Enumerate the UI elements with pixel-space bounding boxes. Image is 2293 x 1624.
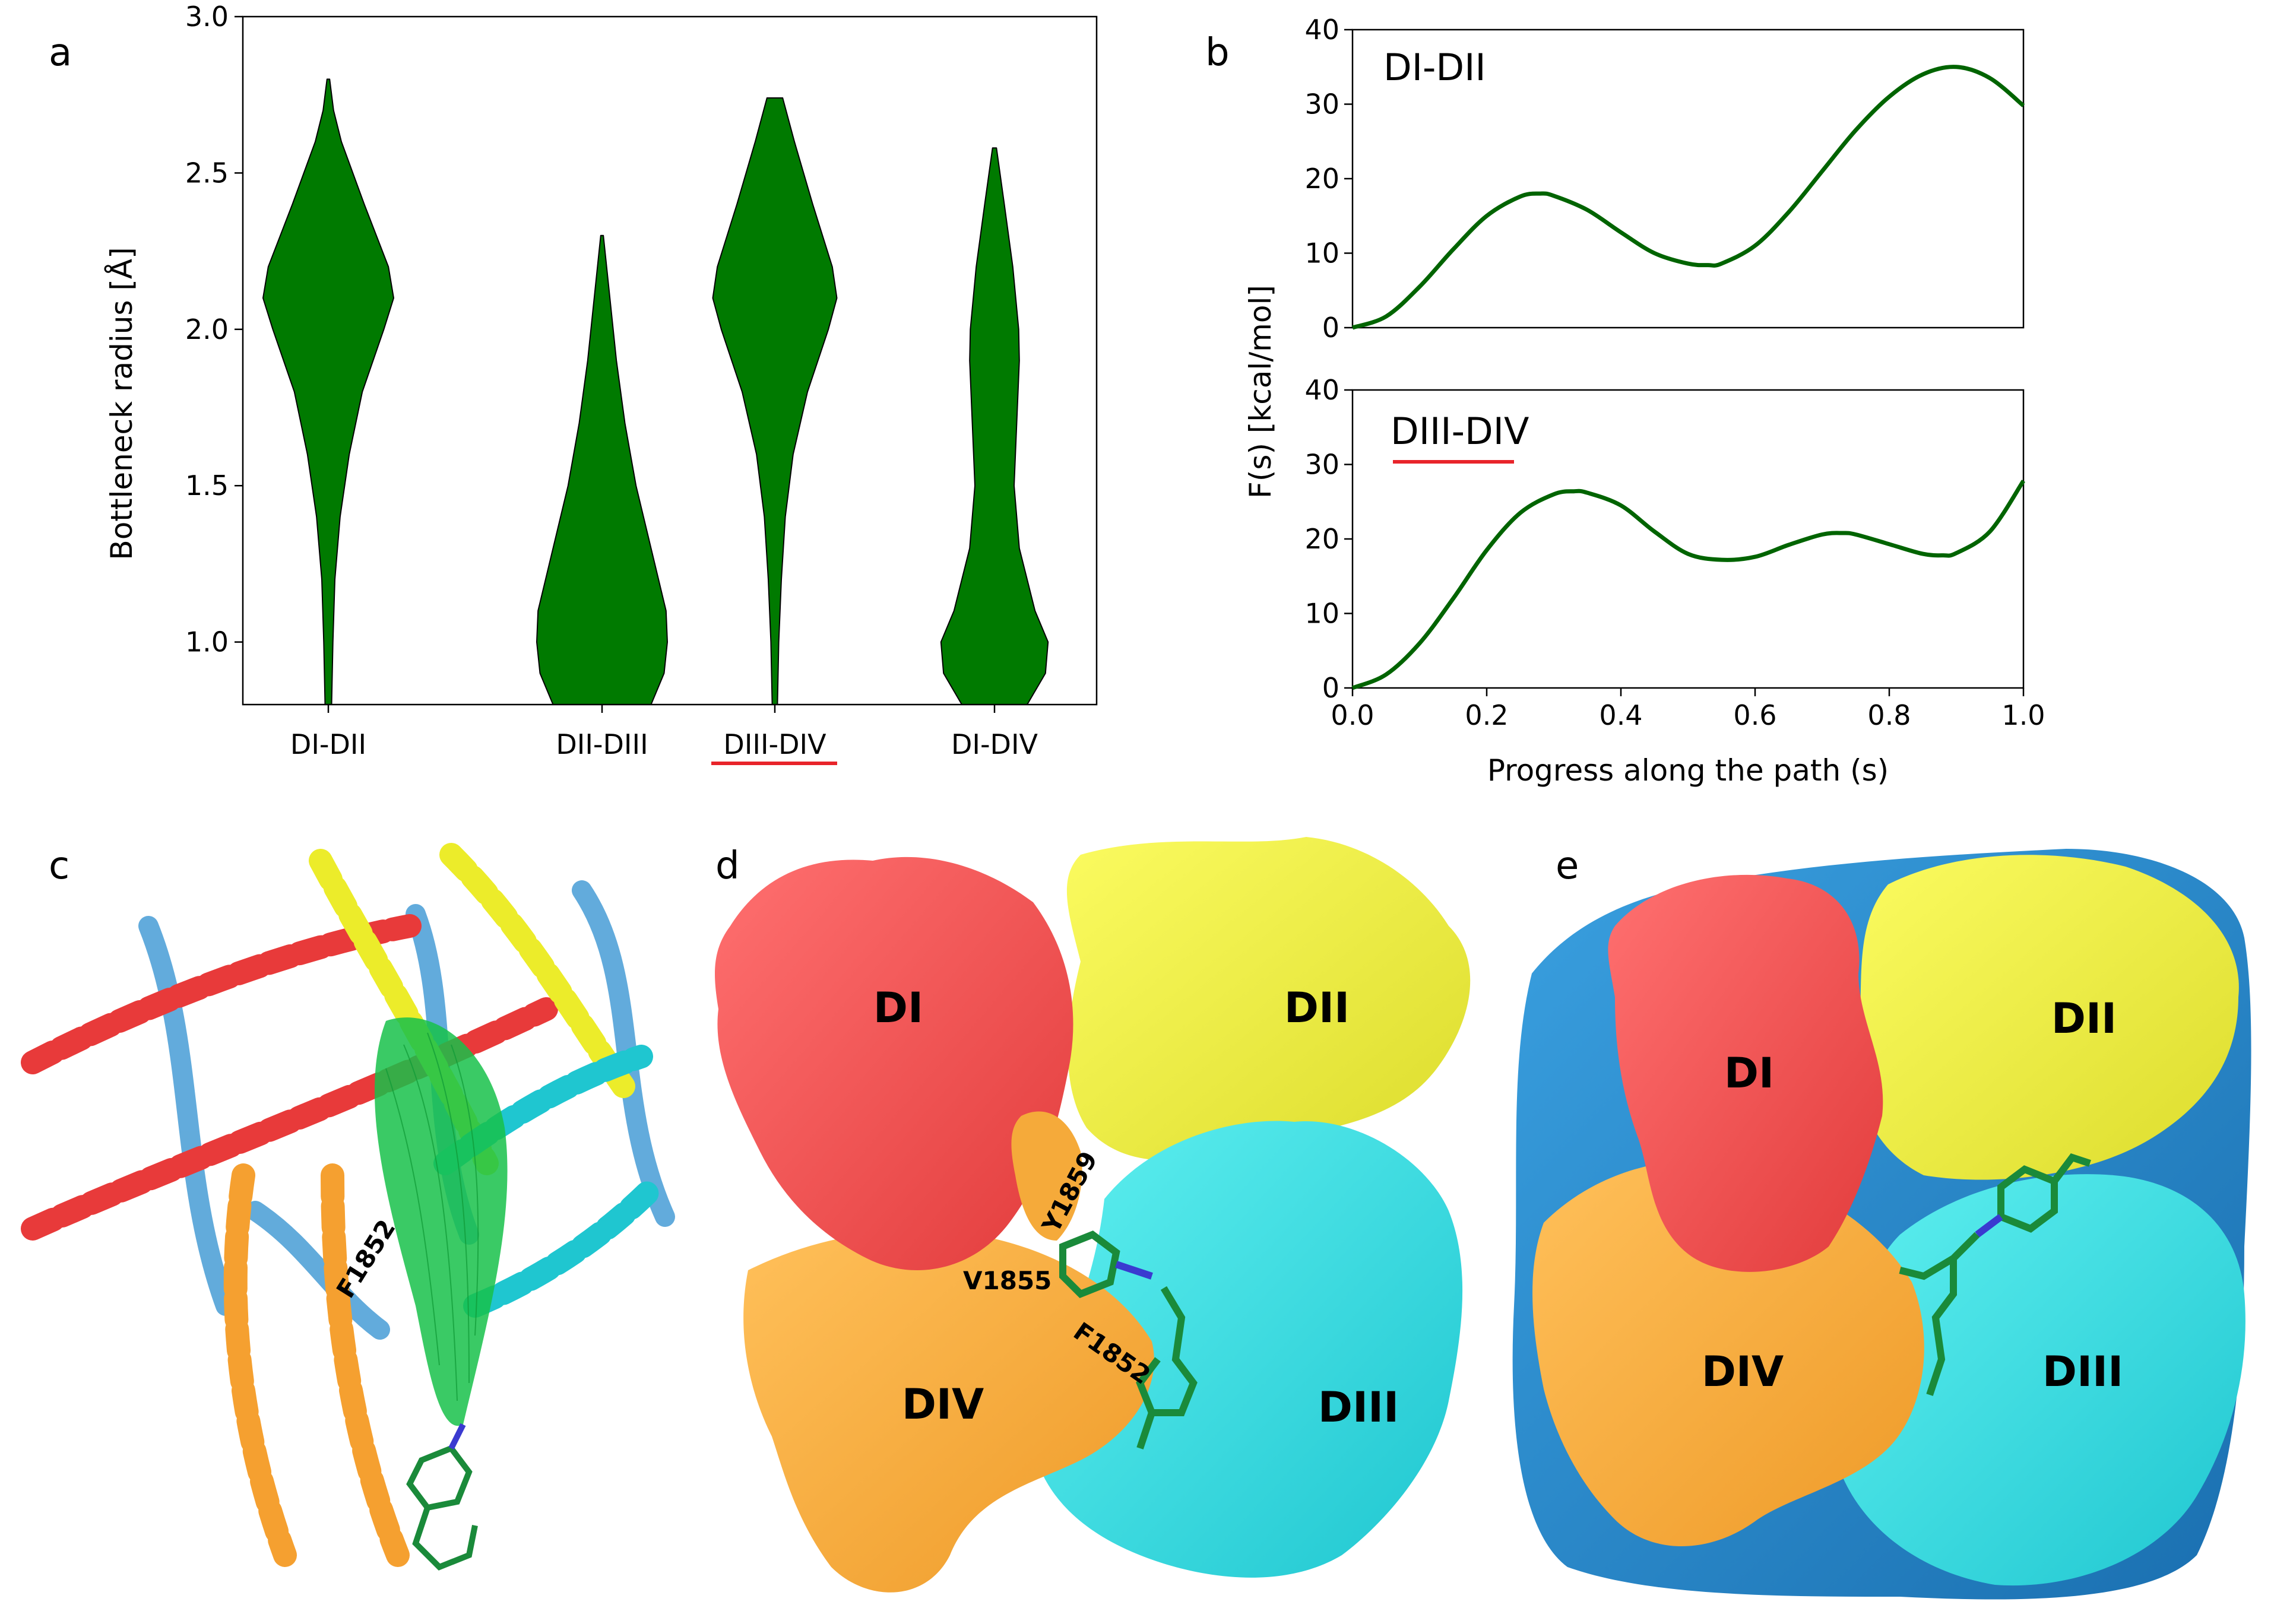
panel-b-ytick-label: 40 xyxy=(1304,14,1339,46)
domain-div-surface xyxy=(743,1230,1154,1593)
panel-a-yticks: 1.0 1.5 2.0 2.5 3.0 xyxy=(185,1,243,658)
domain-diii-surface-e xyxy=(1833,1174,2246,1586)
pathway-bundle xyxy=(374,1017,508,1426)
panel-b-top-curve xyxy=(1351,65,2025,330)
panel-b-top-yticks: 0 10 20 30 40 xyxy=(1304,14,1353,344)
panel-a-xtick-label: DIII-DIV xyxy=(723,728,826,760)
orange-helices xyxy=(223,1163,410,1567)
violin-DII-DIII xyxy=(536,234,668,705)
panel-b-xtick-label: 0.6 xyxy=(1733,699,1776,731)
panel-b-bottom-series-label: DIII-DIV xyxy=(1391,410,1529,453)
panel-label-b: b xyxy=(1205,31,1230,75)
panel-b-top-series-label: DI-DII xyxy=(1383,46,1486,89)
panel-a: a Bottleneck radius [Å] 1.01.52.02.53.0 … xyxy=(49,1,1098,765)
panel-a-xtick-label: DII-DIII xyxy=(556,728,648,760)
panel-c: c xyxy=(21,843,675,1571)
panel-b-ytick-label: 0 xyxy=(1322,672,1339,704)
panel-b-ytick-label: 30 xyxy=(1304,449,1339,481)
domain-label-d-diii: DIII xyxy=(1318,1383,1399,1432)
panel-b-xtick-label: 1.0 xyxy=(2001,699,2045,731)
panel-b-xticks: 0.0 0.2 0.4 0.6 0.8 1.0 xyxy=(1331,688,2045,731)
domain-label-e-di: DI xyxy=(1724,1049,1774,1098)
panel-b-ytick-label: 10 xyxy=(1304,598,1339,630)
panel-b-xtick-label: 0.4 xyxy=(1599,699,1642,731)
panel-b: b F(s) [kcal/mol] 0 10 20 30 40 0 10 20 30 40 0.… xyxy=(1205,14,2045,788)
violin-DI-DII xyxy=(262,78,394,705)
panel-b-bottom-curve xyxy=(1351,480,2025,690)
domain-di-surface-e xyxy=(1608,874,1883,1272)
panel-label-e: e xyxy=(1556,844,1579,888)
panel-label-d: d xyxy=(715,844,740,888)
panel-a-xticks: DI-DII DII-DIII DIII-DIV DI-DIV xyxy=(290,705,1038,760)
panel-a-xtick-label: DI-DIV xyxy=(951,728,1038,760)
domain-label-e-diii: DIII xyxy=(2042,1347,2123,1396)
ligand-c xyxy=(406,1423,478,1571)
violin-DIII-DIV xyxy=(712,97,838,705)
panel-b-bottom-yticks: 0 10 20 30 40 xyxy=(1304,374,1353,704)
panel-label-c: c xyxy=(49,844,69,888)
ligand-d xyxy=(1059,1230,1198,1449)
panel-b-ytick-label: 40 xyxy=(1304,374,1339,406)
panel-b-ytick-label: 20 xyxy=(1304,523,1339,555)
panel-a-ytick-label: 2.0 xyxy=(185,313,229,345)
panel-b-ytick-label: 0 xyxy=(1322,312,1339,344)
domain-label-d-di: DI xyxy=(873,984,923,1032)
domain-label-d-div: DIV xyxy=(902,1380,984,1429)
panel-label-a: a xyxy=(49,31,72,75)
panel-e: e DI DII DIII DIV xyxy=(1512,844,2251,1600)
ligand-e xyxy=(1899,1153,2091,1396)
domain-label-e-div: DIV xyxy=(1702,1347,1784,1396)
panel-b-xtick-label: 0.2 xyxy=(1465,699,1508,731)
panel-d: d DI DII DIII DIV Y1859 V1855 F1852 xyxy=(715,837,1471,1593)
domain-label-d-dii: DII xyxy=(1284,984,1350,1032)
panel-b-ytick-label: 30 xyxy=(1304,88,1339,120)
panel-a-violins xyxy=(262,78,1049,705)
panel-a-frame xyxy=(242,15,1098,706)
domain-label-e-dii: DII xyxy=(2051,994,2117,1043)
panel-a-ytick-label: 2.5 xyxy=(185,157,229,189)
panel-a-ytick-label: 3.0 xyxy=(185,1,229,33)
residue-label-v1855: V1855 xyxy=(963,1266,1052,1295)
violin-DI-DIV xyxy=(940,147,1049,705)
panel-b-xtick-label: 0.8 xyxy=(1867,699,1911,731)
domain-diii-surface xyxy=(1033,1121,1463,1578)
panel-b-xlabel: Progress along the path (s) xyxy=(1487,753,1889,788)
panel-b-ytick-label: 10 xyxy=(1304,237,1339,269)
panel-a-ytick-label: 1.0 xyxy=(185,626,229,658)
panel-a-ytick-label: 1.5 xyxy=(185,470,229,502)
domain-dii-surface-e xyxy=(1857,855,2239,1180)
panel-a-xtick-label: DI-DII xyxy=(290,728,366,760)
domain-div-surface-e xyxy=(1532,1160,1924,1546)
domain-dii-surface xyxy=(1066,837,1471,1160)
panel-a-ylabel: Bottleneck radius [Å] xyxy=(104,247,139,560)
domain-di-surface xyxy=(715,857,1073,1270)
panel-b-ylabel: F(s) [kcal/mol] xyxy=(1243,285,1278,499)
orange-tongue-d xyxy=(1011,1111,1082,1241)
panel-b-ytick-label: 20 xyxy=(1304,163,1339,195)
panel-b-xtick-label: 0.0 xyxy=(1331,699,1374,731)
